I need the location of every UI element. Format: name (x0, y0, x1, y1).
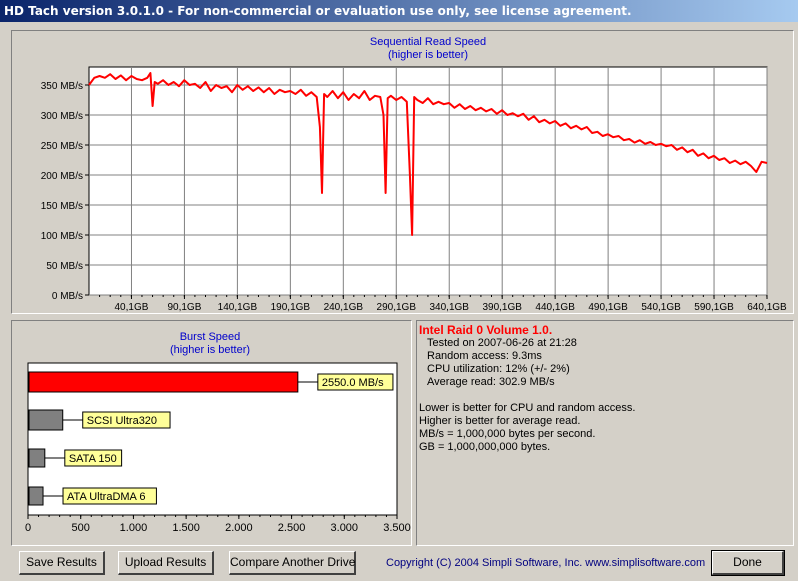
burst-label-box (64, 449, 123, 467)
y-tick-label: 250 MB/s (41, 141, 83, 152)
x-tick-label: 290,1GB (377, 302, 417, 313)
burst-x-tick-label: 3.500 (383, 522, 411, 534)
burst-label-box (317, 373, 394, 391)
burst-label-box (82, 411, 171, 429)
burst-x-tick-label: 1.000 (120, 522, 148, 534)
burst-speed-chart: Burst Speed(higher is better) 0 500 1.000 1.… (25, 331, 411, 534)
x-tick-label: 140,1GB (218, 302, 258, 313)
window-title: HD Tach version 3.0.1.0 - For non-commer… (0, 0, 798, 22)
burst-bar-label: ATA UltraDMA 6 (67, 491, 145, 503)
drive-info-panel: Intel Raid 0 Volume 1.0. Tested on 2007-… (416, 320, 794, 546)
done-button[interactable]: Done (711, 550, 785, 576)
sequential-read-chart: Sequential Read Speed(higher is better) 0… (41, 36, 787, 313)
burst-bar (28, 409, 64, 431)
compare-another-drive-button[interactable]: Compare Another Drive (229, 551, 356, 575)
burst-bar-label: SATA 150 (69, 453, 117, 465)
upload-results-button[interactable]: Upload Results (118, 551, 214, 575)
x-tick-label: 490,1GB (588, 302, 628, 313)
burst-speed-panel: Burst Speed (higher is better) 0 500 1.000 1.… (11, 320, 412, 546)
burst-x-tick-label: 1.500 (172, 522, 200, 534)
x-tick-label: 390,1GB (482, 302, 522, 313)
burst-label-box (62, 487, 157, 505)
burst-bar (28, 448, 46, 468)
copyright-text: Copyright (C) 2004 Simpli Software, Inc.… (386, 557, 706, 569)
burst-x-tick-label: 0 (25, 522, 31, 534)
burst-x-tick-label: 2.000 (225, 522, 253, 534)
chart-subtitle: (higher is better) (388, 49, 468, 61)
note-line: Lower is better for CPU and random acces… (419, 402, 636, 414)
y-tick-label: 100 MB/s (41, 231, 83, 242)
y-tick-label: 200 MB/s (41, 171, 83, 182)
y-tick-label: 150 MB/s (41, 201, 83, 212)
burst-x-tick-label: 500 (72, 522, 90, 534)
y-tick-label: 300 MB/s (41, 111, 83, 122)
tested-on-text: Tested on 2007-06-26 at 21:28 (427, 337, 577, 349)
x-tick-label: 240,1GB (324, 302, 364, 313)
y-tick-label: 50 MB/s (46, 261, 83, 272)
average-read-text: Average read: 302.9 MB/s (427, 376, 555, 388)
save-results-button[interactable]: Save Results (19, 551, 105, 575)
chart-title: Sequential Read Speed (370, 36, 486, 48)
plot-area (88, 66, 768, 296)
y-tick-label: 0 MB/s (52, 291, 83, 302)
y-tick-label: 350 MB/s (41, 81, 83, 92)
note-line: Higher is better for average read. (419, 415, 581, 427)
read-speed-line (88, 72, 768, 236)
burst-x-tick-label: 2.500 (278, 522, 306, 534)
x-tick-label: 640,1GB (747, 302, 787, 313)
random-access-text: Random access: 9.3ms (427, 350, 542, 362)
x-tick-label: 90,1GB (167, 302, 201, 313)
burst-bar-label: 2550.0 MB/s (322, 377, 384, 389)
x-tick-label: 440,1GB (535, 302, 575, 313)
burst-x-tick-label: 3.000 (331, 522, 359, 534)
x-tick-label: 190,1GB (271, 302, 311, 313)
burst-title: Burst Speed (180, 331, 241, 343)
x-tick-label: 540,1GB (641, 302, 681, 313)
burst-bar (28, 371, 299, 393)
note-line: MB/s = 1,000,000 bytes per second. (419, 428, 596, 440)
burst-bar-label: SCSI Ultra320 (87, 415, 157, 427)
x-tick-label: 590,1GB (694, 302, 734, 313)
sequential-read-panel: Sequential Read Speed (higher is better) 0… (11, 30, 794, 314)
drive-name: Intel Raid 0 Volume 1.0. (419, 323, 553, 337)
burst-bar (28, 486, 44, 506)
cpu-utilization-text: CPU utilization: 12% (+/- 2%) (427, 363, 570, 375)
x-tick-label: 40,1GB (115, 302, 149, 313)
burst-subtitle: (higher is better) (170, 344, 250, 356)
note-line: GB = 1,000,000,000 bytes. (419, 441, 551, 453)
x-tick-label: 340,1GB (429, 302, 469, 313)
